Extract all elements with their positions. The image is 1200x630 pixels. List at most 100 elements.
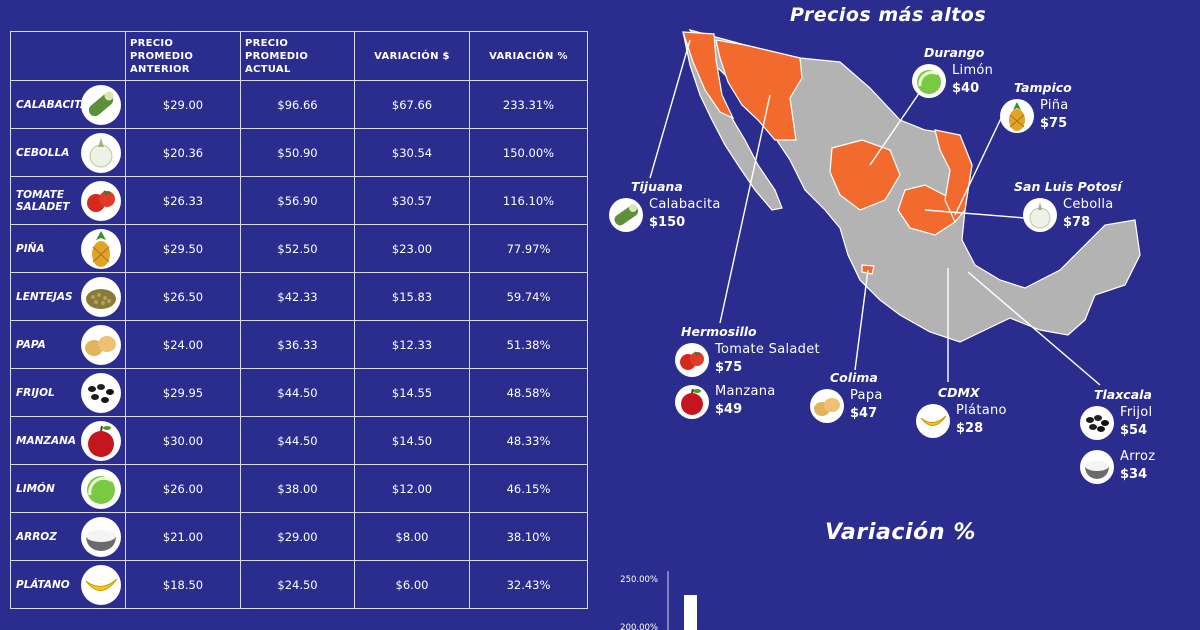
apple-icon xyxy=(675,385,709,419)
callout-city: Tijuana xyxy=(631,179,683,194)
callout-city: Tlaxcala xyxy=(1094,387,1152,402)
product-name: PAPA xyxy=(16,338,46,351)
variation-pct-cell: 116.10% xyxy=(469,176,588,225)
current-price-column-header: PRECIO PROMEDIO ACTUAL xyxy=(240,31,355,81)
current-price-cell: $24.50 xyxy=(240,560,355,609)
previous-price-cell: $26.50 xyxy=(125,272,241,321)
zucchini-icon xyxy=(81,85,121,125)
onion-icon xyxy=(81,133,121,173)
tijuana-leader-line xyxy=(649,39,691,179)
callout-city: Colima xyxy=(830,370,878,385)
callout-tlaxcala: Tlaxcala Frijol $54 Arroz $34 xyxy=(1080,386,1155,486)
lentils-icon xyxy=(81,277,121,317)
variation-abs-cell: $12.33 xyxy=(354,320,470,369)
variation-pct-cell: 32.43% xyxy=(469,560,588,609)
product-cell: MANZANA xyxy=(10,416,126,465)
product-name: MANZANA xyxy=(16,434,77,447)
product-cell: PLÁTANO xyxy=(10,560,126,609)
table-row: PLÁTANO $18.50 $24.50 $6.00 32.43% xyxy=(10,560,588,609)
variation-pct-column-header: VARIACIÓN % xyxy=(469,31,588,81)
price-variation-table: PRECIO PROMEDIO ANTERIOR PRECIO PROMEDIO… xyxy=(10,31,588,609)
apple-icon xyxy=(81,421,121,461)
callout-price: $150 xyxy=(649,215,686,230)
callout-item: Frijol $54 xyxy=(1080,404,1155,442)
callout-item: Cebolla $78 xyxy=(1023,196,1122,234)
callout-city: Durango xyxy=(924,45,985,60)
callout-product: Limón xyxy=(952,63,994,78)
previous-price-cell: $29.50 xyxy=(125,224,241,273)
product-cell: ARROZ xyxy=(10,512,126,561)
callout-item: Plátano $28 xyxy=(916,402,1007,440)
callout-city: Tampico xyxy=(1014,80,1072,95)
variation-bar-chart: 250.00% 200.00% xyxy=(620,571,697,630)
callout-price: $40 xyxy=(952,81,980,96)
callout-tijuana: Tijuana Calabacita $150 xyxy=(609,178,721,234)
banana-icon xyxy=(916,404,950,438)
banana-icon xyxy=(81,565,121,605)
table-row: TOMATE SALADET $26.33 $56.90 $30.57 116.10% xyxy=(10,176,588,225)
map-title: Precios más altos xyxy=(790,4,987,26)
current-price-cell: $52.50 xyxy=(240,224,355,273)
previous-price-cell: $29.00 xyxy=(125,80,241,129)
variation-abs-cell: $30.54 xyxy=(354,128,470,177)
potato-icon xyxy=(81,325,121,365)
sonora-highlight xyxy=(715,39,803,141)
tampico-leader-line xyxy=(954,109,1006,216)
current-price-cell: $36.33 xyxy=(240,320,355,369)
variation-abs-cell: $6.00 xyxy=(354,560,470,609)
callout-price: $34 xyxy=(1120,467,1148,482)
onion-icon xyxy=(1023,198,1057,232)
tlaxcala-leader-line xyxy=(967,271,1101,386)
table-row: MANZANA $30.00 $44.50 $14.50 48.33% xyxy=(10,416,588,465)
variation-abs-cell: $67.66 xyxy=(354,80,470,129)
variation-abs-cell: $14.55 xyxy=(354,368,470,417)
product-name: TOMATE SALADET xyxy=(16,188,70,213)
callout-item: Calabacita $150 xyxy=(609,196,721,234)
tomato-icon xyxy=(675,343,709,377)
callout-price: $75 xyxy=(715,360,743,375)
variation-abs-cell: $15.83 xyxy=(354,272,470,321)
callout-price: $49 xyxy=(715,402,743,417)
chart-title: Variación % xyxy=(825,520,977,545)
callout-product: Calabacita xyxy=(649,197,721,212)
rice-icon xyxy=(1080,450,1114,484)
callout-durango: Durango Limón $40 xyxy=(912,44,993,100)
variation-abs-column-header: VARIACIÓN $ xyxy=(354,31,470,81)
colima-highlight xyxy=(861,264,875,275)
variation-abs-cell: $30.57 xyxy=(354,176,470,225)
product-cell: PIÑA xyxy=(10,224,126,273)
callout-product: Papa xyxy=(850,388,883,403)
callout-san-luis-potosi: San Luis Potosí Cebolla $78 xyxy=(1014,178,1122,234)
current-price-cell: $44.50 xyxy=(240,416,355,465)
potato-icon xyxy=(810,389,844,423)
variation-abs-cell: $12.00 xyxy=(354,464,470,513)
previous-price-cell: $20.36 xyxy=(125,128,241,177)
pineapple-icon xyxy=(81,229,121,269)
variation-pct-cell: 233.31% xyxy=(469,80,588,129)
callout-product: Cebolla xyxy=(1063,197,1114,212)
product-name: LIMÓN xyxy=(16,482,55,495)
beans-icon xyxy=(1080,406,1114,440)
previous-price-cell: $18.50 xyxy=(125,560,241,609)
table-row: ARROZ $21.00 $29.00 $8.00 38.10% xyxy=(10,512,588,561)
callout-price: $47 xyxy=(850,406,878,421)
callout-city: San Luis Potosí xyxy=(1014,179,1122,194)
table-row: CEBOLLA $20.36 $50.90 $30.54 150.00% xyxy=(10,128,588,177)
callout-price: $54 xyxy=(1120,423,1148,438)
product-name: ARROZ xyxy=(16,530,57,543)
product-cell: LENTEJAS xyxy=(10,272,126,321)
zucchini-icon xyxy=(609,198,643,232)
tomato-icon xyxy=(81,181,121,221)
y-tick-label: 200.00% xyxy=(620,623,658,630)
product-name: PLÁTANO xyxy=(16,578,70,591)
callout-price: $28 xyxy=(956,421,984,436)
product-cell: FRIJOL xyxy=(10,368,126,417)
table-row: PIÑA $29.50 $52.50 $23.00 77.97% xyxy=(10,224,588,273)
variation-abs-cell: $14.50 xyxy=(354,416,470,465)
variation-pct-cell: 48.33% xyxy=(469,416,588,465)
variation-pct-cell: 48.58% xyxy=(469,368,588,417)
callout-city: Hermosillo xyxy=(681,324,757,339)
durango-highlight xyxy=(829,139,901,211)
rice-icon xyxy=(81,517,121,557)
